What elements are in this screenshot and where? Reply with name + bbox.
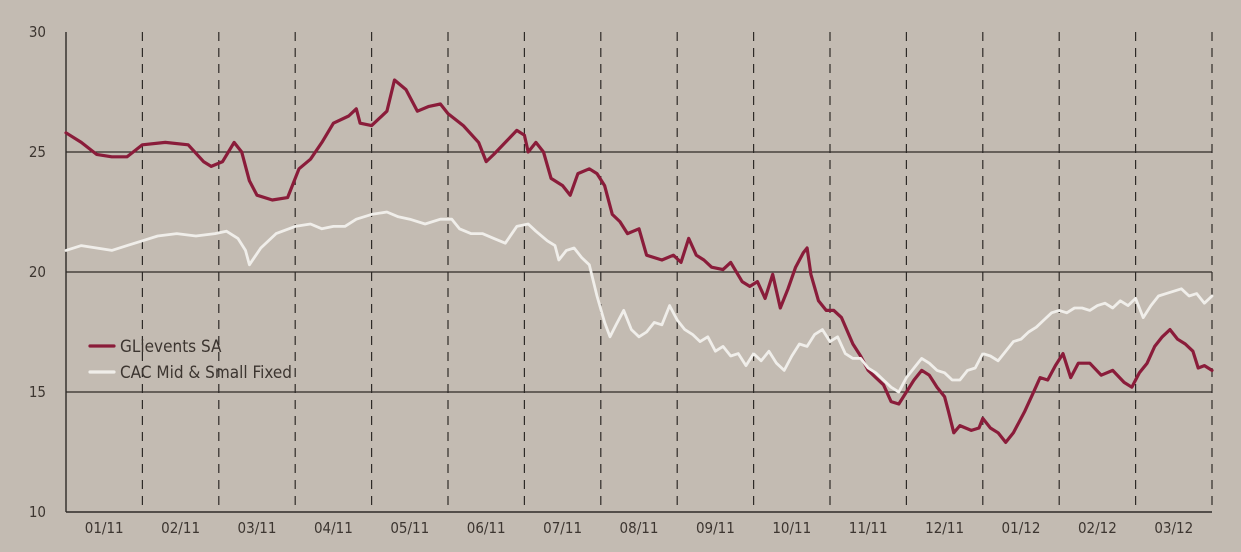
- legend-label: CAC Mid & Small Fixed: [120, 363, 292, 383]
- y-tick-label: 25: [29, 143, 46, 161]
- x-tick-label: 06/11: [467, 519, 506, 537]
- y-tick-label: 30: [29, 23, 46, 41]
- y-tick-label: 20: [29, 263, 46, 281]
- x-tick-label: 01/11: [85, 519, 124, 537]
- y-tick-label: 10: [29, 503, 46, 521]
- x-tick-label: 05/11: [390, 519, 429, 537]
- x-tick-label: 09/11: [696, 519, 735, 537]
- x-tick-label: 08/11: [620, 519, 659, 537]
- x-tick-label: 01/12: [1002, 519, 1041, 537]
- x-tick-label: 10/11: [772, 519, 811, 537]
- x-tick-label: 03/11: [238, 519, 277, 537]
- x-tick-label: 02/11: [161, 519, 200, 537]
- x-tick-label: 04/11: [314, 519, 353, 537]
- x-tick-label: 12/11: [925, 519, 964, 537]
- x-tick-label: 02/12: [1078, 519, 1117, 537]
- legend-label: GLievents SA: [120, 337, 222, 357]
- x-tick-label: 03/12: [1154, 519, 1193, 537]
- x-tick-label: 07/11: [543, 519, 582, 537]
- x-tick-label: 11/11: [849, 519, 888, 537]
- y-tick-label: 15: [29, 383, 46, 401]
